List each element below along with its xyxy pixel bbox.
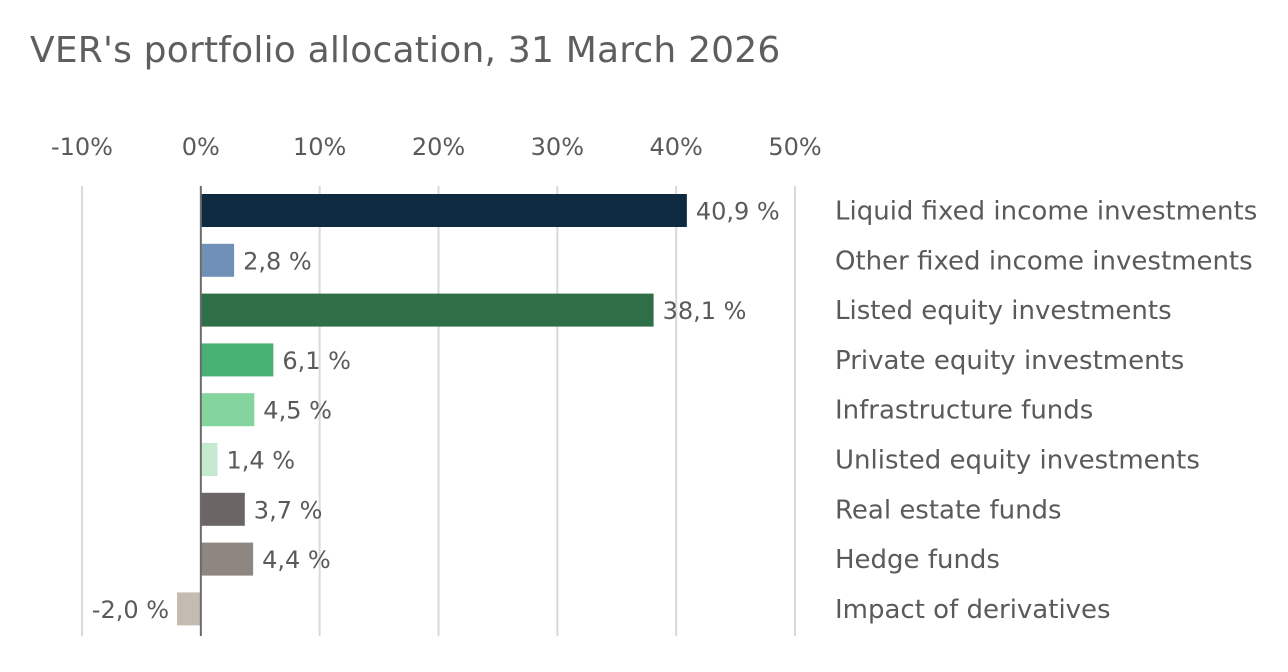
data-label: 1,4 % [226,447,295,475]
data-label: 2,8 % [243,247,312,275]
category-label: Liquid fixed income investments [835,197,1257,227]
bar [200,293,654,327]
chart-title: VER's portfolio allocation, 31 March 202… [30,30,781,71]
x-tick-label: 50% [768,133,821,161]
bar [200,243,235,277]
x-tick-label: 20% [412,133,465,161]
bar [200,343,274,377]
category-label: Listed equity investments [835,296,1172,326]
bar [177,592,201,626]
bar [200,542,254,576]
x-tick-label: 30% [531,133,584,161]
data-label: 4,5 % [263,397,332,425]
category-label: Real estate funds [835,495,1062,525]
x-tick-label: 10% [293,133,346,161]
data-label: 38,1 % [663,297,747,325]
data-label: 6,1 % [282,347,351,375]
category-label: Other fixed income investments [835,246,1253,276]
x-tick-label: 0% [182,133,220,161]
category-label: Private equity investments [835,346,1184,376]
bar [200,194,687,227]
category-label: Unlisted equity investments [835,446,1200,476]
category-label: Hedge funds [835,545,1000,575]
bar [200,393,255,427]
x-tick-label: 40% [649,133,702,161]
data-label: 4,4 % [262,546,331,574]
data-label: 3,7 % [254,496,323,524]
data-label: 40,9 % [696,198,780,226]
category-label: Infrastructure funds [835,396,1093,426]
category-label: Impact of derivatives [835,595,1111,625]
bar [200,492,245,526]
data-label: -2,0 % [92,596,169,624]
x-tick-label: -10% [51,133,113,161]
bar [200,443,218,476]
